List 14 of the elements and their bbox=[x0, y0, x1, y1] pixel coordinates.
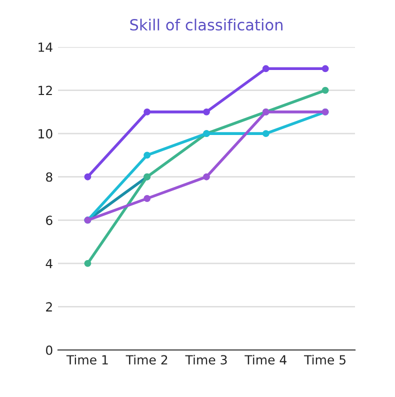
y-tick-label: 0 bbox=[46, 345, 52, 355]
y-tick-label: 2 bbox=[46, 302, 52, 312]
x-tick-label: Time 3 bbox=[185, 354, 227, 365]
y-tick-label: 14 bbox=[38, 42, 52, 52]
chart-title: Skill of classification bbox=[130, 18, 282, 31]
x-tick-label: Time 1 bbox=[66, 354, 108, 365]
y-tick-label: 8 bbox=[46, 172, 52, 182]
y-tick-label: 4 bbox=[46, 259, 52, 268]
y-tick-label: 6 bbox=[46, 216, 52, 226]
x-tick-label: Time 5 bbox=[304, 354, 346, 365]
x-tick-label: Time 2 bbox=[126, 354, 168, 365]
y-tick-label: 10 bbox=[38, 129, 52, 138]
x-tick-label: Time 4 bbox=[244, 354, 286, 365]
y-tick-label: 12 bbox=[38, 86, 52, 96]
